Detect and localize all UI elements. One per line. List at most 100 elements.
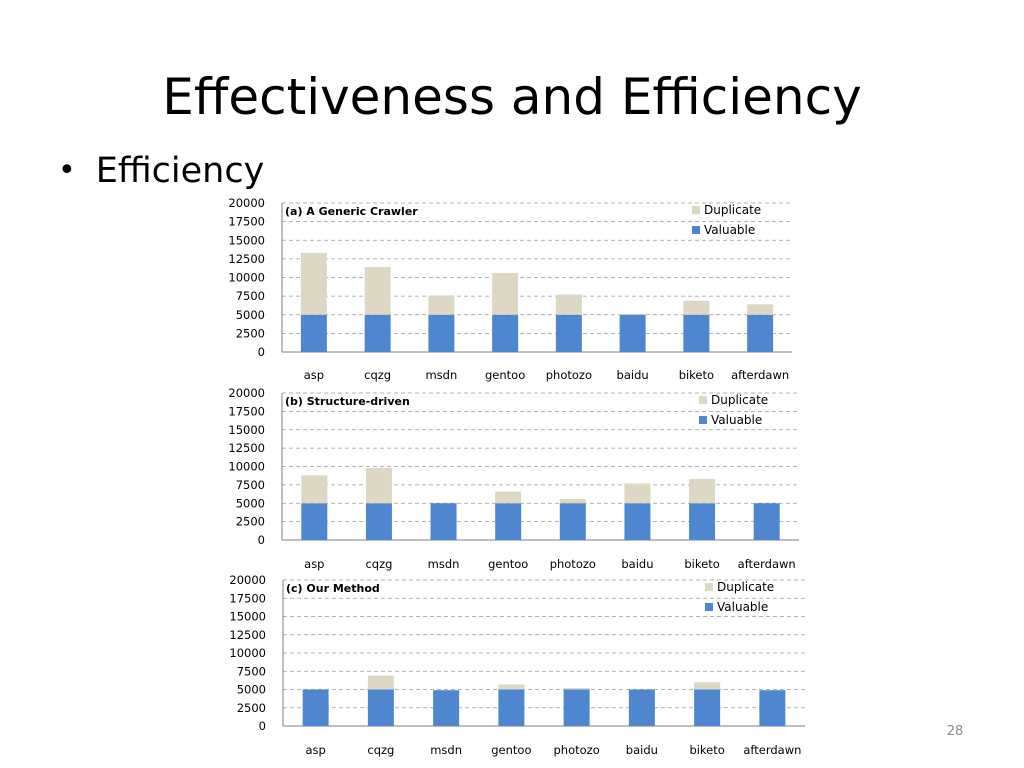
y-tick-label: 15000 xyxy=(228,423,265,437)
bar-duplicate-baidu xyxy=(619,314,646,315)
bar-valuable-baidu xyxy=(624,503,651,540)
y-tick-label: 7500 xyxy=(236,289,265,303)
x-category-label: afterdawn xyxy=(738,557,796,571)
bar-valuable-cqzg xyxy=(367,689,394,726)
bar-valuable-asp xyxy=(300,314,327,352)
x-category-label: gentoo xyxy=(485,368,525,382)
y-tick-label: 0 xyxy=(258,345,265,359)
y-tick-label: 12500 xyxy=(228,252,265,266)
y-tick-label: 5000 xyxy=(236,308,265,322)
y-tick-label: 15000 xyxy=(228,233,265,247)
y-tick-label: 17500 xyxy=(228,215,265,229)
x-category-label: baidu xyxy=(621,557,653,571)
x-category-label: msdn xyxy=(425,368,457,382)
bar-duplicate-msdn xyxy=(428,295,455,315)
x-category-label: msdn xyxy=(428,557,460,571)
x-category-label: asp xyxy=(304,368,324,382)
bar-valuable-cqzg xyxy=(364,314,391,352)
y-tick-label: 12500 xyxy=(229,628,266,642)
x-category-label: asp xyxy=(305,743,325,757)
legend-swatch-valuable xyxy=(705,603,713,611)
x-category-label: msdn xyxy=(430,743,462,757)
y-tick-label: 2500 xyxy=(236,515,265,529)
y-tick-label: 10000 xyxy=(228,460,265,474)
bar-valuable-asp xyxy=(302,689,329,726)
bar-duplicate-photozo xyxy=(563,688,590,690)
x-category-label: cqzg xyxy=(364,368,391,382)
bar-duplicate-cqzg xyxy=(367,675,394,690)
x-category-label: biketo xyxy=(679,368,714,382)
y-tick-label: 7500 xyxy=(236,478,265,492)
x-category-label: photozo xyxy=(546,368,592,382)
bar-duplicate-gentoo xyxy=(492,273,519,315)
bar-valuable-asp xyxy=(301,503,328,540)
bar-valuable-gentoo xyxy=(492,314,519,352)
bar-valuable-photozo xyxy=(563,689,590,726)
y-tick-label: 10000 xyxy=(229,646,266,660)
bar-duplicate-photozo xyxy=(555,294,582,315)
bar-duplicate-baidu xyxy=(624,483,651,504)
legend-label-duplicate: Duplicate xyxy=(711,393,768,407)
x-category-label: biketo xyxy=(684,557,719,571)
bar-valuable-baidu xyxy=(628,689,655,726)
bullet-item: • Efficiency xyxy=(58,148,264,194)
x-category-label: baidu xyxy=(617,368,649,382)
bar-valuable-gentoo xyxy=(498,689,525,726)
y-tick-label: 12500 xyxy=(228,441,265,455)
legend-swatch-duplicate xyxy=(705,583,713,591)
legend-swatch-duplicate xyxy=(699,396,707,404)
x-category-label: photozo xyxy=(550,557,596,571)
x-category-label: asp xyxy=(304,557,324,571)
y-tick-label: 20000 xyxy=(228,196,265,210)
x-category-label: biketo xyxy=(689,743,724,757)
y-tick-label: 0 xyxy=(258,533,265,547)
slide-title: Effectiveness and Efficiency xyxy=(162,68,862,126)
x-category-label: afterdawn xyxy=(731,368,789,382)
bar-valuable-afterdawn xyxy=(747,314,774,352)
y-tick-label: 7500 xyxy=(237,664,266,678)
y-tick-label: 2500 xyxy=(236,326,265,340)
slide-number: 28 xyxy=(946,724,964,739)
x-category-label: baidu xyxy=(626,743,658,757)
legend-label-valuable: Valuable xyxy=(704,223,755,237)
bar-duplicate-biketo xyxy=(689,478,716,504)
bar-duplicate-afterdawn xyxy=(747,304,774,315)
bullet-text: Efficiency xyxy=(95,151,265,191)
bar-valuable-afterdawn xyxy=(759,690,786,726)
y-tick-label: 17500 xyxy=(228,404,265,418)
bar-duplicate-photozo xyxy=(559,498,586,504)
chart-title: (a) A Generic Crawler xyxy=(285,205,418,218)
x-category-label: gentoo xyxy=(491,743,531,757)
bar-valuable-msdn xyxy=(430,503,457,540)
bar-duplicate-asp xyxy=(301,475,328,504)
bar-valuable-cqzg xyxy=(365,503,392,540)
bar-valuable-biketo xyxy=(683,314,710,352)
bar-duplicate-asp xyxy=(300,252,327,315)
bar-duplicate-gentoo xyxy=(495,491,522,504)
bar-valuable-photozo xyxy=(555,314,582,352)
bar-valuable-photozo xyxy=(559,503,586,540)
bar-valuable-biketo xyxy=(694,689,721,726)
bar-valuable-baidu xyxy=(619,314,646,352)
bar-duplicate-cqzg xyxy=(365,467,392,504)
x-category-label: gentoo xyxy=(488,557,528,571)
y-tick-label: 20000 xyxy=(229,573,266,587)
x-category-label: photozo xyxy=(554,743,600,757)
y-tick-label: 5000 xyxy=(237,683,266,697)
legend-label-valuable: Valuable xyxy=(711,413,762,427)
legend-swatch-valuable xyxy=(699,416,707,424)
bar-valuable-msdn xyxy=(433,690,460,726)
legend-swatch-duplicate xyxy=(692,206,700,214)
legend-label-valuable: Valuable xyxy=(717,600,768,614)
chart-title: (b) Structure-driven xyxy=(285,395,410,408)
y-tick-label: 2500 xyxy=(237,701,266,715)
y-tick-label: 17500 xyxy=(229,591,266,605)
legend-label-duplicate: Duplicate xyxy=(717,580,774,594)
bar-valuable-biketo xyxy=(689,503,716,540)
x-category-label: cqzg xyxy=(367,743,394,757)
bullet-dot-icon: • xyxy=(58,153,76,188)
x-category-label: afterdawn xyxy=(743,743,801,757)
